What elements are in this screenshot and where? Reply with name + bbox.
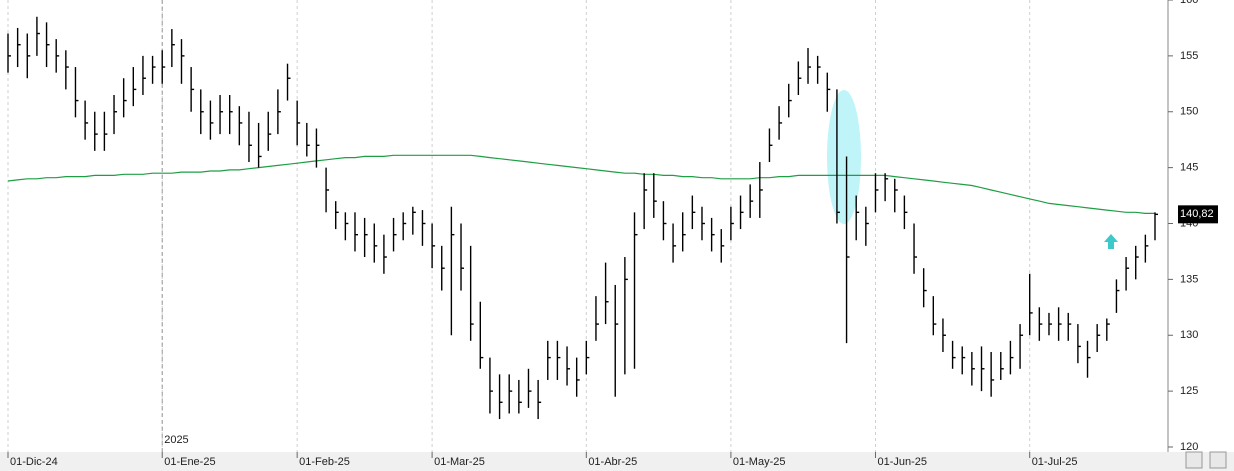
last-price-label: 140,82 [1180, 208, 1214, 220]
moving-average-line [7, 154, 1155, 214]
x-tick-label: 01-Jul-25 [1032, 456, 1078, 468]
year-label: 2025 [164, 434, 188, 446]
x-axis-band [0, 452, 1234, 471]
y-tick-label: 145 [1180, 162, 1198, 174]
save-button[interactable] [1209, 451, 1227, 469]
y-tick-label: 135 [1180, 273, 1198, 285]
plot: 01-Dic-24 01-Ene-25 01-Feb-25 01-Mar-25 01-A… [7, 0, 1218, 468]
x-tick-label: 01-Ene-25 [164, 456, 215, 468]
y-tick-label: 155 [1180, 50, 1198, 62]
highlight-ellipse [827, 90, 861, 224]
x-tick-label: 01-Jun-25 [877, 456, 927, 468]
x-tick-label: 01-Feb-25 [299, 456, 350, 468]
up-arrow [1104, 234, 1118, 249]
x-tick-label: 01-Dic-24 [10, 456, 58, 468]
x-tick-label: 01-Mar-25 [434, 456, 485, 468]
y-tick-label: 160 [1180, 0, 1198, 6]
y-tick-label: 120 [1180, 441, 1198, 453]
x-tick-label: 01-Abr-25 [588, 456, 637, 468]
scroll-button[interactable] [1185, 451, 1203, 469]
last-price-box [1178, 205, 1218, 224]
x-tick-label: 01-May-25 [733, 456, 786, 468]
y-tick-label: 130 [1180, 329, 1198, 341]
y-tick-label: 125 [1180, 385, 1198, 397]
y-tick-label: 150 [1180, 106, 1198, 118]
